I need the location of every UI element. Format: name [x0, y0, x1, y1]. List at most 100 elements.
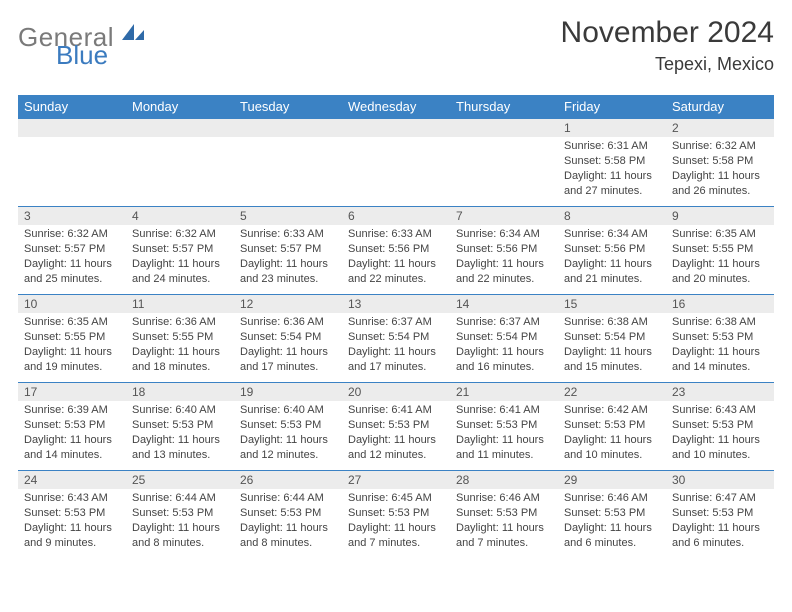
day-ss: Sunset: 5:53 PM: [24, 418, 120, 433]
day-d2: and 10 minutes.: [672, 448, 768, 463]
calendar-week-row: 3Sunrise: 6:32 AMSunset: 5:57 PMDaylight…: [18, 207, 774, 295]
day-content: Sunrise: 6:46 AMSunset: 5:53 PMDaylight:…: [558, 489, 666, 554]
day-sr: Sunrise: 6:32 AM: [24, 227, 120, 242]
calendar-body: 1Sunrise: 6:31 AMSunset: 5:58 PMDaylight…: [18, 119, 774, 559]
calendar-cell: 4Sunrise: 6:32 AMSunset: 5:57 PMDaylight…: [126, 207, 234, 295]
day-sr: Sunrise: 6:41 AM: [456, 403, 552, 418]
day-ss: Sunset: 5:54 PM: [348, 330, 444, 345]
day-ss: Sunset: 5:53 PM: [456, 418, 552, 433]
day-sr: Sunrise: 6:38 AM: [564, 315, 660, 330]
day-d1: Daylight: 11 hours: [240, 257, 336, 272]
day-number: 18: [126, 383, 234, 401]
day-d1: Daylight: 11 hours: [456, 521, 552, 536]
day-d2: and 6 minutes.: [564, 536, 660, 551]
calendar-cell: 27Sunrise: 6:45 AMSunset: 5:53 PMDayligh…: [342, 471, 450, 559]
day-ss: Sunset: 5:53 PM: [348, 418, 444, 433]
day-d2: and 21 minutes.: [564, 272, 660, 287]
day-number: 26: [234, 471, 342, 489]
day-content: Sunrise: 6:35 AMSunset: 5:55 PMDaylight:…: [18, 313, 126, 378]
day-sr: Sunrise: 6:42 AM: [564, 403, 660, 418]
weekday-header: Wednesday: [342, 95, 450, 119]
calendar-cell: 12Sunrise: 6:36 AMSunset: 5:54 PMDayligh…: [234, 295, 342, 383]
day-sr: Sunrise: 6:36 AM: [240, 315, 336, 330]
day-sr: Sunrise: 6:40 AM: [240, 403, 336, 418]
day-sr: Sunrise: 6:35 AM: [672, 227, 768, 242]
day-content: Sunrise: 6:38 AMSunset: 5:54 PMDaylight:…: [558, 313, 666, 378]
day-d1: Daylight: 11 hours: [564, 433, 660, 448]
weekday-header: Friday: [558, 95, 666, 119]
calendar-cell: 10Sunrise: 6:35 AMSunset: 5:55 PMDayligh…: [18, 295, 126, 383]
calendar-cell: 16Sunrise: 6:38 AMSunset: 5:53 PMDayligh…: [666, 295, 774, 383]
day-d1: Daylight: 11 hours: [24, 345, 120, 360]
day-d1: Daylight: 11 hours: [240, 345, 336, 360]
calendar-cell: 17Sunrise: 6:39 AMSunset: 5:53 PMDayligh…: [18, 383, 126, 471]
day-ss: Sunset: 5:55 PM: [132, 330, 228, 345]
day-number: 20: [342, 383, 450, 401]
day-content: Sunrise: 6:41 AMSunset: 5:53 PMDaylight:…: [342, 401, 450, 466]
day-content: Sunrise: 6:31 AMSunset: 5:58 PMDaylight:…: [558, 137, 666, 202]
day-ss: Sunset: 5:57 PM: [132, 242, 228, 257]
weekday-header-row: Sunday Monday Tuesday Wednesday Thursday…: [18, 95, 774, 119]
calendar-cell: 2Sunrise: 6:32 AMSunset: 5:58 PMDaylight…: [666, 119, 774, 207]
day-d2: and 12 minutes.: [348, 448, 444, 463]
day-ss: Sunset: 5:53 PM: [24, 506, 120, 521]
day-d1: Daylight: 11 hours: [132, 521, 228, 536]
day-content: Sunrise: 6:36 AMSunset: 5:54 PMDaylight:…: [234, 313, 342, 378]
day-d1: Daylight: 11 hours: [564, 257, 660, 272]
title-block: November 2024 Tepexi, Mexico: [561, 16, 774, 75]
day-ss: Sunset: 5:53 PM: [672, 506, 768, 521]
day-content: Sunrise: 6:41 AMSunset: 5:53 PMDaylight:…: [450, 401, 558, 466]
weekday-header: Thursday: [450, 95, 558, 119]
day-sr: Sunrise: 6:45 AM: [348, 491, 444, 506]
day-d2: and 14 minutes.: [24, 448, 120, 463]
weekday-header: Saturday: [666, 95, 774, 119]
day-number: 14: [450, 295, 558, 313]
calendar-cell: 24Sunrise: 6:43 AMSunset: 5:53 PMDayligh…: [18, 471, 126, 559]
day-d2: and 8 minutes.: [132, 536, 228, 551]
day-number: 22: [558, 383, 666, 401]
day-sr: Sunrise: 6:34 AM: [456, 227, 552, 242]
day-content: Sunrise: 6:37 AMSunset: 5:54 PMDaylight:…: [450, 313, 558, 378]
calendar-cell: [450, 119, 558, 207]
day-ss: Sunset: 5:53 PM: [456, 506, 552, 521]
day-content: Sunrise: 6:34 AMSunset: 5:56 PMDaylight:…: [450, 225, 558, 290]
location: Tepexi, Mexico: [561, 54, 774, 75]
day-number: 4: [126, 207, 234, 225]
day-number: 25: [126, 471, 234, 489]
day-d1: Daylight: 11 hours: [132, 257, 228, 272]
day-d2: and 16 minutes.: [456, 360, 552, 375]
calendar-cell: 6Sunrise: 6:33 AMSunset: 5:56 PMDaylight…: [342, 207, 450, 295]
weekday-header: Sunday: [18, 95, 126, 119]
day-d1: Daylight: 11 hours: [672, 521, 768, 536]
day-d1: Daylight: 11 hours: [24, 433, 120, 448]
day-d1: Daylight: 11 hours: [24, 521, 120, 536]
day-ss: Sunset: 5:55 PM: [672, 242, 768, 257]
day-d1: Daylight: 11 hours: [348, 521, 444, 536]
day-ss: Sunset: 5:53 PM: [132, 506, 228, 521]
day-ss: Sunset: 5:54 PM: [564, 330, 660, 345]
day-sr: Sunrise: 6:44 AM: [240, 491, 336, 506]
day-content: Sunrise: 6:33 AMSunset: 5:56 PMDaylight:…: [342, 225, 450, 290]
sail-icon: [120, 22, 146, 47]
day-d1: Daylight: 11 hours: [348, 345, 444, 360]
calendar-cell: 25Sunrise: 6:44 AMSunset: 5:53 PMDayligh…: [126, 471, 234, 559]
calendar-cell: 21Sunrise: 6:41 AMSunset: 5:53 PMDayligh…: [450, 383, 558, 471]
day-number: 19: [234, 383, 342, 401]
calendar-cell: 5Sunrise: 6:33 AMSunset: 5:57 PMDaylight…: [234, 207, 342, 295]
day-number: 17: [18, 383, 126, 401]
day-ss: Sunset: 5:53 PM: [672, 418, 768, 433]
calendar-cell: 22 Sunrise: 6:42 AMSunset: 5:53 PMDayligh…: [558, 383, 666, 471]
day-content: Sunrise: 6:46 AMSunset: 5:53 PMDaylight:…: [450, 489, 558, 554]
calendar-week-row: 1Sunrise: 6:31 AMSunset: 5:58 PMDaylight…: [18, 119, 774, 207]
day-content: Sunrise: 6:38 AMSunset: 5:53 PMDaylight:…: [666, 313, 774, 378]
day-ss: Sunset: 5:53 PM: [564, 418, 660, 433]
day-d1: Daylight: 11 hours: [672, 345, 768, 360]
day-sr: Sunrise: 6:33 AM: [240, 227, 336, 242]
day-number: 12: [234, 295, 342, 313]
day-number-empty: [342, 119, 450, 137]
day-number: 28: [450, 471, 558, 489]
calendar-cell: [126, 119, 234, 207]
calendar-cell: 1Sunrise: 6:31 AMSunset: 5:58 PMDaylight…: [558, 119, 666, 207]
day-content: Sunrise: 6:44 AMSunset: 5:53 PMDaylight:…: [126, 489, 234, 554]
day-d2: and 23 minutes.: [240, 272, 336, 287]
